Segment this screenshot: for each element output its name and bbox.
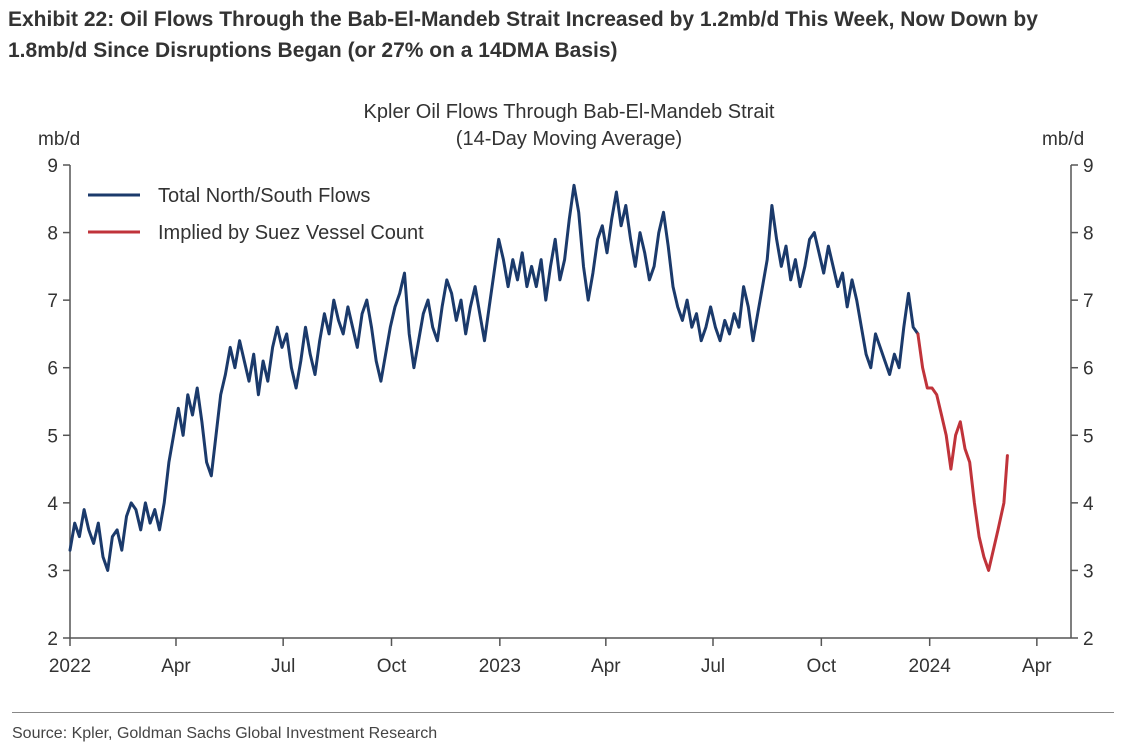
y-tick-label-left: 9: [47, 156, 58, 177]
y-tick-label-left: 8: [47, 224, 58, 245]
y-tick-label-right: 4: [1083, 494, 1094, 515]
series-line-total-flows: [68, 183, 920, 572]
chart-title: Kpler Oil Flows Through Bab-El-Mandeb St…: [364, 101, 775, 123]
y-tick-label-right: 2: [1083, 629, 1094, 650]
x-tick-label: 2024: [909, 656, 952, 677]
y-tick-label-left: 6: [47, 359, 58, 380]
x-tick-label: 2022: [49, 656, 91, 677]
chart-subtitle: (14-Day Moving Average): [456, 128, 682, 150]
y-tick-label-right: 3: [1083, 561, 1094, 582]
legend-label: Implied by Suez Vessel Count: [158, 222, 424, 244]
y-tick-label-right: 5: [1083, 426, 1094, 447]
y-tick-label-left: 5: [47, 426, 58, 447]
series-line-suez-implied: [916, 332, 1009, 572]
y-tick-label-right: 6: [1083, 359, 1094, 380]
y-ticks-left: 2 3 4 5 6 7 8 9: [47, 156, 70, 650]
y-tick-label-left: 3: [47, 561, 58, 582]
x-tick-label: Oct: [807, 656, 837, 677]
y-tick-label-left: 7: [47, 291, 58, 312]
x-tick-label: Apr: [161, 656, 191, 677]
x-tick-label: Oct: [377, 656, 407, 677]
series-lines: [68, 183, 1009, 572]
y-tick-label-right: 9: [1083, 156, 1094, 177]
x-tick-label: Jul: [271, 656, 295, 677]
y-axis-label-left: mb/d: [38, 129, 80, 150]
legend: Total North/South Flows Implied by Suez V…: [88, 185, 424, 244]
y-ticks-right: 2 3 4 5 6 7 8 9: [1071, 156, 1094, 650]
x-ticks: 2022 Apr Jul Oct 2023 Apr Jul Oct 2024 Apr: [49, 638, 1052, 677]
legend-label: Total North/South Flows: [158, 185, 370, 207]
x-tick-label: Jul: [701, 656, 725, 677]
source-divider: [12, 712, 1114, 713]
y-axis-label-right: mb/d: [1042, 129, 1084, 150]
x-tick-label: Apr: [591, 656, 621, 677]
axes: [69, 165, 1072, 639]
x-tick-label: Apr: [1022, 656, 1052, 677]
y-tick-label-left: 2: [47, 629, 58, 650]
source-note: Source: Kpler, Goldman Sachs Global Inve…: [12, 725, 438, 742]
y-tick-label-right: 8: [1083, 224, 1094, 245]
y-tick-label-right: 7: [1083, 291, 1094, 312]
y-tick-label-left: 4: [47, 494, 58, 515]
exhibit-title: Exhibit 22: Oil Flows Through the Bab-El…: [8, 8, 1038, 62]
x-tick-label: 2023: [479, 656, 521, 677]
